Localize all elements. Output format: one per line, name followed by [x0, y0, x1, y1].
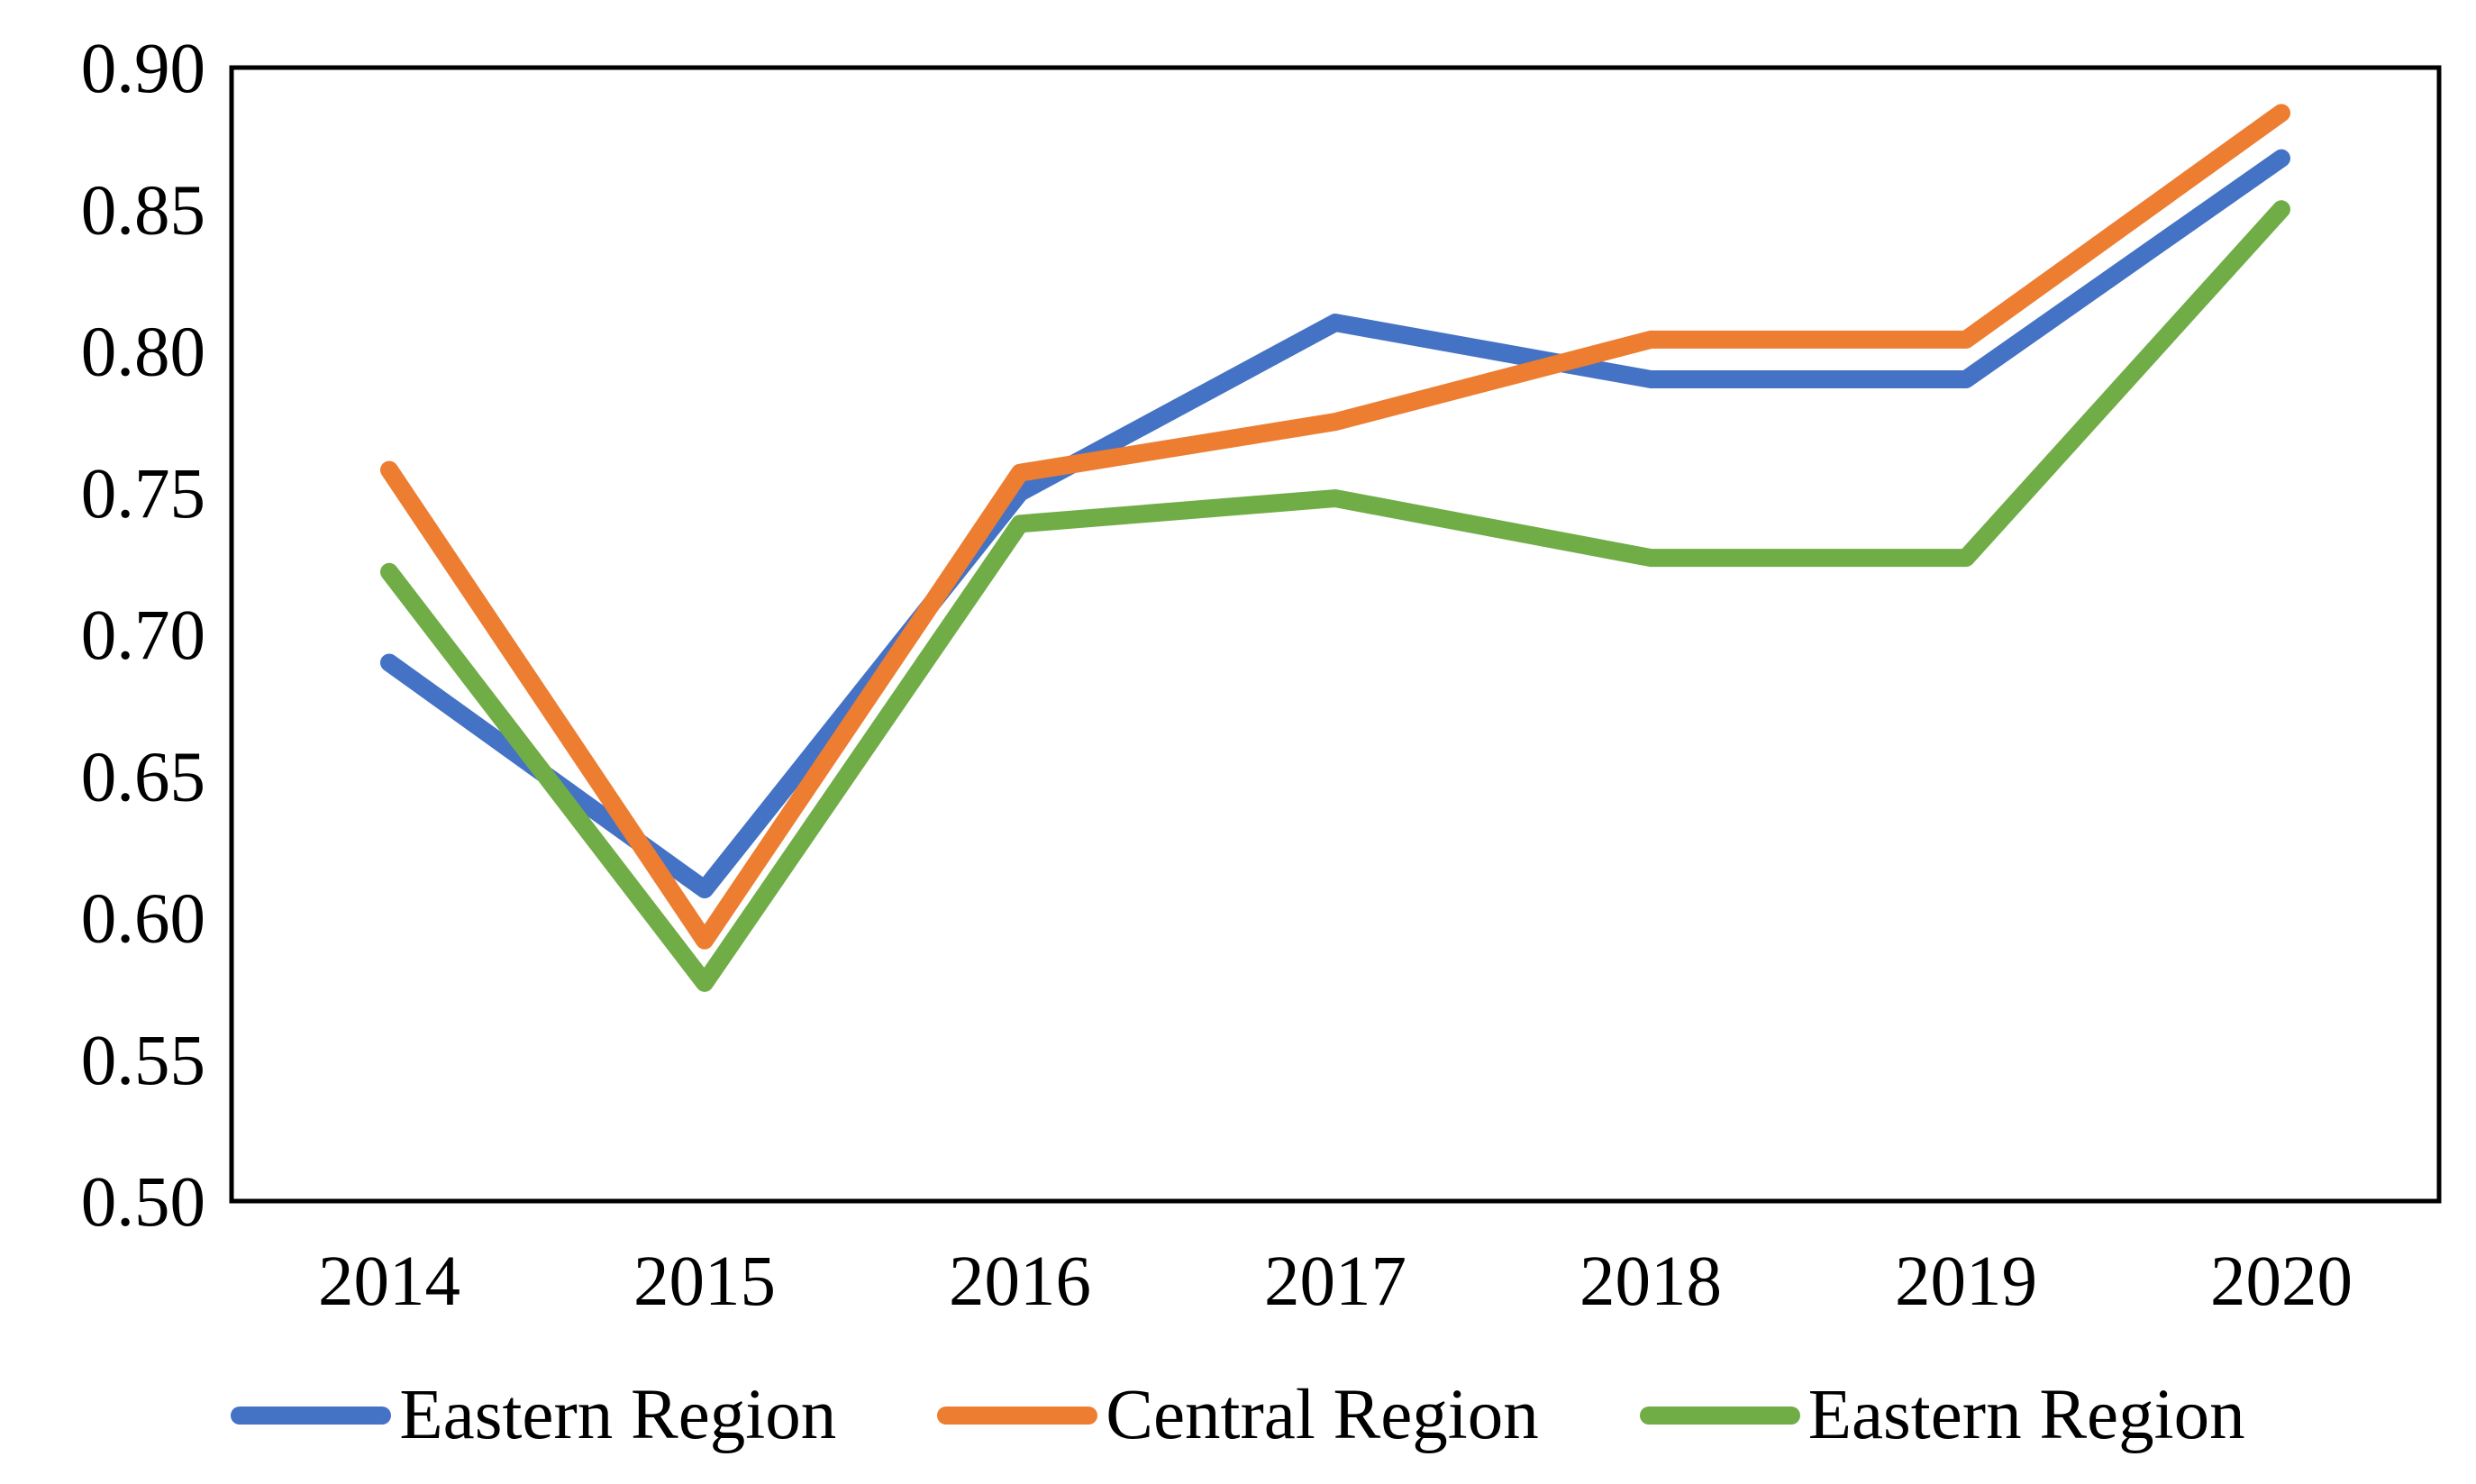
plot-frame [229, 65, 2442, 1204]
series-line-1 [380, 104, 2290, 950]
legend-swatch-orange-icon [937, 1407, 1098, 1425]
series-line-2 [380, 200, 2290, 992]
legend-label: Central Region [1106, 1376, 1539, 1454]
y-tick-label: 0.90 [81, 30, 205, 108]
legend-label: Eastern Region [1807, 1376, 2245, 1454]
y-tick-label: 0.70 [81, 596, 205, 675]
y-tick-label: 0.75 [81, 455, 205, 533]
y-tick-label: 0.65 [81, 738, 205, 816]
legend-item-eastern-region-2: Eastern Region [1639, 1376, 2245, 1455]
x-tick-label: 2020 [2210, 1243, 2353, 1321]
legend-swatch-blue-icon [231, 1407, 392, 1425]
y-tick-label: 0.55 [81, 1022, 205, 1100]
x-tick-label: 2017 [1264, 1243, 1406, 1321]
legend-swatch-green-icon [1639, 1407, 1800, 1425]
legend-item-eastern-region-1: Eastern Region [231, 1376, 837, 1455]
chart-legend: Eastern Region Central Region Eastern Re… [0, 1376, 2476, 1455]
x-tick-label: 2014 [318, 1243, 460, 1321]
y-tick-label: 0.50 [81, 1163, 205, 1242]
x-tick-label: 2018 [1579, 1243, 1722, 1321]
x-tick-label: 2015 [633, 1243, 776, 1321]
y-tick-label: 0.85 [81, 171, 205, 250]
x-tick-label: 2019 [1895, 1243, 2037, 1321]
legend-label: Eastern Region [399, 1376, 837, 1454]
series-line-0 [380, 149, 2290, 899]
legend-item-central-region: Central Region [937, 1376, 1539, 1455]
y-tick-label: 0.80 [81, 314, 205, 392]
x-tick-label: 2016 [949, 1243, 1091, 1321]
y-tick-label: 0.60 [81, 880, 205, 959]
